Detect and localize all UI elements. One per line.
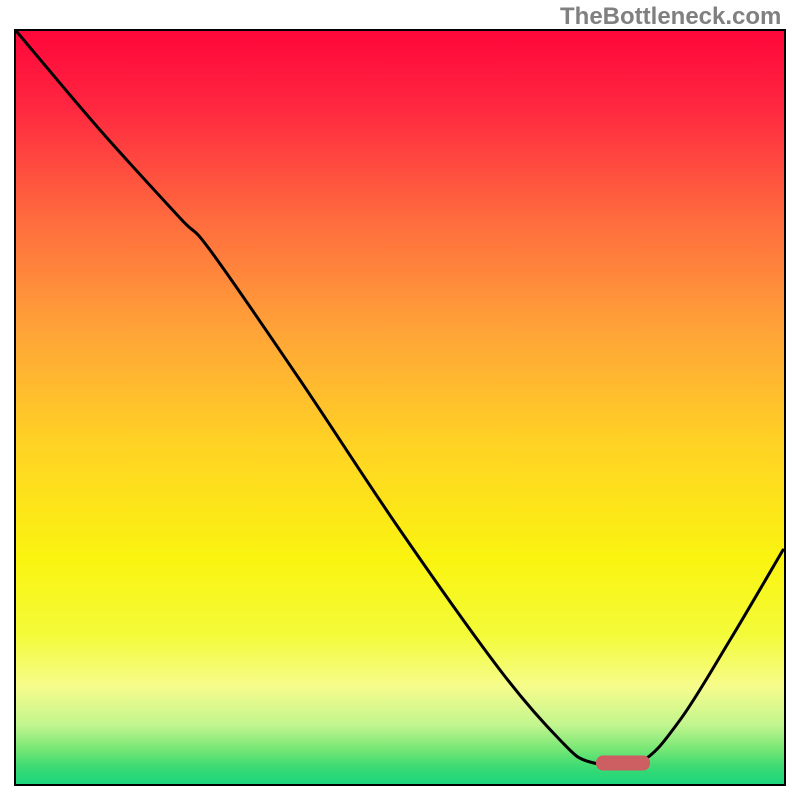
optimal-marker <box>596 756 650 771</box>
gradient-background <box>15 30 785 785</box>
bottleneck-chart <box>0 0 800 800</box>
watermark-text: TheBottleneck.com <box>560 3 781 31</box>
plot-area <box>15 30 785 785</box>
